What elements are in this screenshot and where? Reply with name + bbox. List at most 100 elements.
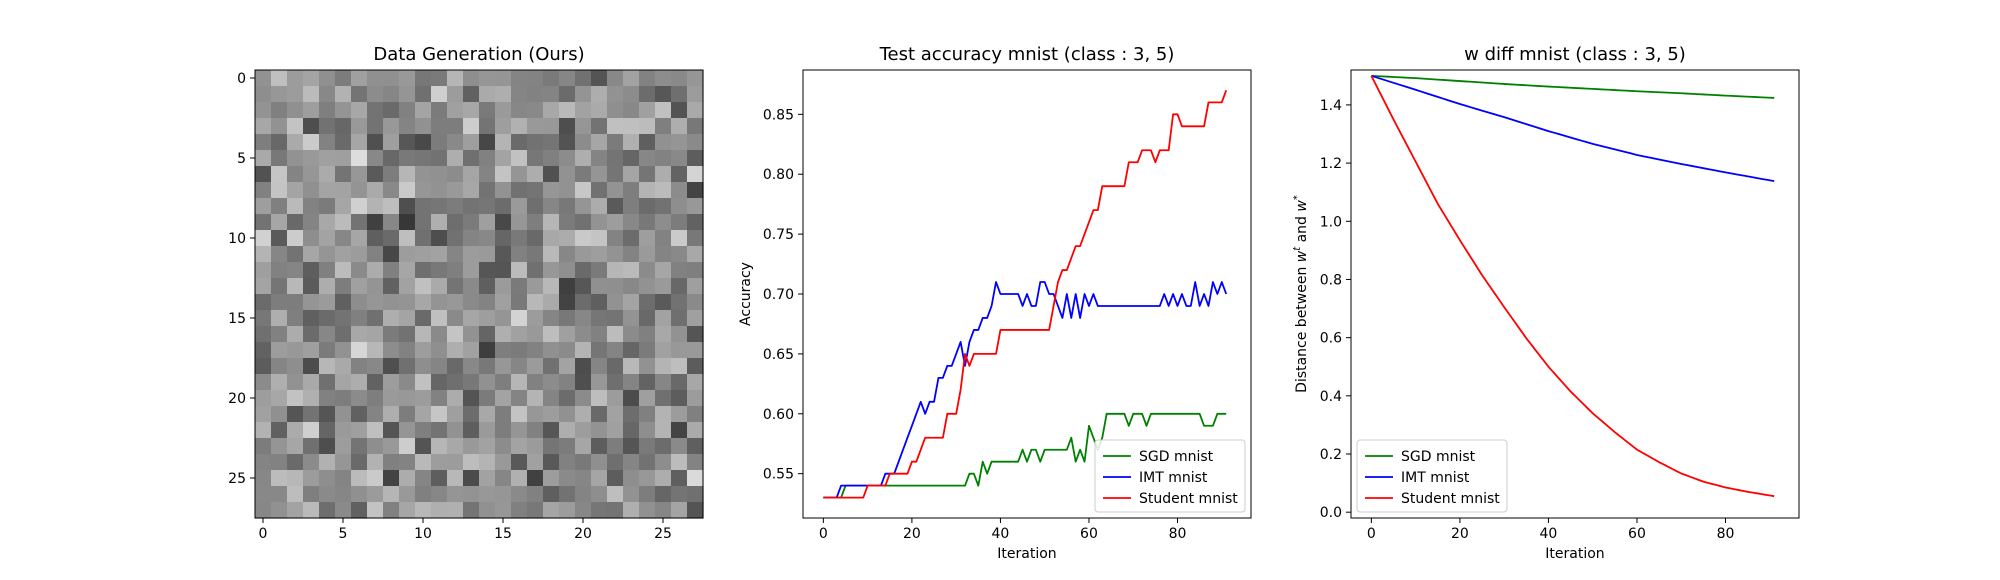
heatmap-cell xyxy=(543,486,560,503)
heatmap-cell xyxy=(623,198,640,215)
heatmap-cell xyxy=(559,198,576,215)
heatmap-cell xyxy=(543,294,560,311)
accuracy-y-tick-label: 0.75 xyxy=(763,227,794,243)
heatmap-cell xyxy=(591,278,608,295)
accuracy-y-tick-label: 0.60 xyxy=(763,407,794,423)
heatmap-cell xyxy=(527,198,544,215)
heatmap-cell xyxy=(495,502,512,519)
heatmap-cell xyxy=(287,406,304,423)
heatmap-cell xyxy=(511,470,528,487)
heatmap-cell xyxy=(351,326,368,343)
heatmap-cell xyxy=(639,294,656,311)
heatmap-cell xyxy=(335,150,352,167)
heatmap-cell xyxy=(623,262,640,279)
heatmap-cell xyxy=(271,182,288,199)
heatmap-cell xyxy=(495,102,512,119)
heatmap-cell xyxy=(271,150,288,167)
heatmap-cell xyxy=(431,102,448,119)
heatmap-cell xyxy=(447,262,464,279)
heatmap-cell xyxy=(671,198,688,215)
heatmap-cell xyxy=(255,454,272,471)
heatmap-cell xyxy=(575,294,592,311)
heatmap-cell xyxy=(463,262,480,279)
heatmap-cell xyxy=(495,438,512,455)
heatmap-cell xyxy=(367,342,384,359)
heatmap-cell xyxy=(639,406,656,423)
accuracy-y-tick-label: 0.70 xyxy=(763,287,794,303)
heatmap-cell xyxy=(511,342,528,359)
heatmap-cell xyxy=(463,70,480,87)
heatmap-cell xyxy=(255,246,272,263)
heatmap-cell xyxy=(527,246,544,263)
heatmap-cell xyxy=(319,470,336,487)
heatmap-cell xyxy=(639,470,656,487)
heatmap-cell xyxy=(479,294,496,311)
heatmap-cell xyxy=(527,454,544,471)
heatmap-cell xyxy=(575,182,592,199)
heatmap-cell xyxy=(607,502,624,519)
heatmap-cell xyxy=(287,118,304,135)
heatmap-cell xyxy=(511,246,528,263)
heatmap-cell xyxy=(671,262,688,279)
heatmap-cell xyxy=(415,502,432,519)
heatmap-cell xyxy=(303,310,320,327)
heatmap-cell xyxy=(671,326,688,343)
heatmap-cell xyxy=(447,374,464,391)
heatmap-cell xyxy=(351,230,368,247)
heatmap-cell xyxy=(463,310,480,327)
accuracy-title: Test accuracy mnist (class : 3, 5) xyxy=(879,44,1175,65)
heatmap-cell xyxy=(559,422,576,439)
heatmap-x-tick-label: 0 xyxy=(259,526,268,542)
heatmap-cell xyxy=(543,454,560,471)
heatmap-cell xyxy=(271,294,288,311)
heatmap-cell xyxy=(399,86,416,103)
heatmap-cell xyxy=(287,86,304,103)
heatmap-cell xyxy=(255,422,272,439)
heatmap-cell xyxy=(639,278,656,295)
heatmap-cell xyxy=(383,422,400,439)
wdiff-panel: w diff mnist (class : 3, 5) 0 20 40 60 80 0.0… xyxy=(1292,44,1800,562)
heatmap-cell xyxy=(527,278,544,295)
heatmap-cell xyxy=(655,326,672,343)
heatmap-y-tick-label: 5 xyxy=(237,151,246,167)
heatmap-cell xyxy=(271,118,288,135)
heatmap-cell xyxy=(431,182,448,199)
heatmap-cell xyxy=(607,406,624,423)
heatmap-cell xyxy=(527,326,544,343)
heatmap-cell xyxy=(319,390,336,407)
heatmap-cell xyxy=(303,358,320,375)
accuracy-x-tick-label: 80 xyxy=(1169,526,1187,542)
heatmap-cell xyxy=(367,198,384,215)
heatmap-cell xyxy=(399,422,416,439)
heatmap-cell xyxy=(559,246,576,263)
heatmap-cell xyxy=(607,294,624,311)
heatmap-cell xyxy=(335,422,352,439)
accuracy-legend-label: IMT mnist xyxy=(1139,470,1208,486)
heatmap-cell xyxy=(639,310,656,327)
heatmap-cell xyxy=(271,438,288,455)
heatmap-cell xyxy=(655,374,672,391)
heatmap-cell xyxy=(319,502,336,519)
heatmap-cell xyxy=(303,182,320,199)
heatmap-cell xyxy=(687,486,704,503)
heatmap-cell xyxy=(287,390,304,407)
heatmap-cell xyxy=(575,134,592,151)
heatmap-cell xyxy=(351,342,368,359)
heatmap-cell xyxy=(399,214,416,231)
heatmap-cell xyxy=(527,102,544,119)
heatmap-cell xyxy=(591,150,608,167)
heatmap-cell xyxy=(527,470,544,487)
wdiff-x-tick-label: 60 xyxy=(1628,526,1646,542)
heatmap-cell xyxy=(495,310,512,327)
accuracy-ticks: 0 20 40 60 80 0.55 0.60 0.65 0.70 0.75 0.80 0.85 xyxy=(763,107,1187,542)
heatmap-cell xyxy=(607,454,624,471)
heatmap-cell xyxy=(479,198,496,215)
heatmap-cell xyxy=(591,438,608,455)
heatmap-cell xyxy=(399,342,416,359)
heatmap-cell xyxy=(319,438,336,455)
heatmap-cell xyxy=(591,214,608,231)
heatmap-cell xyxy=(511,406,528,423)
heatmap-cell xyxy=(671,230,688,247)
heatmap-cell xyxy=(447,470,464,487)
heatmap-cell xyxy=(463,422,480,439)
